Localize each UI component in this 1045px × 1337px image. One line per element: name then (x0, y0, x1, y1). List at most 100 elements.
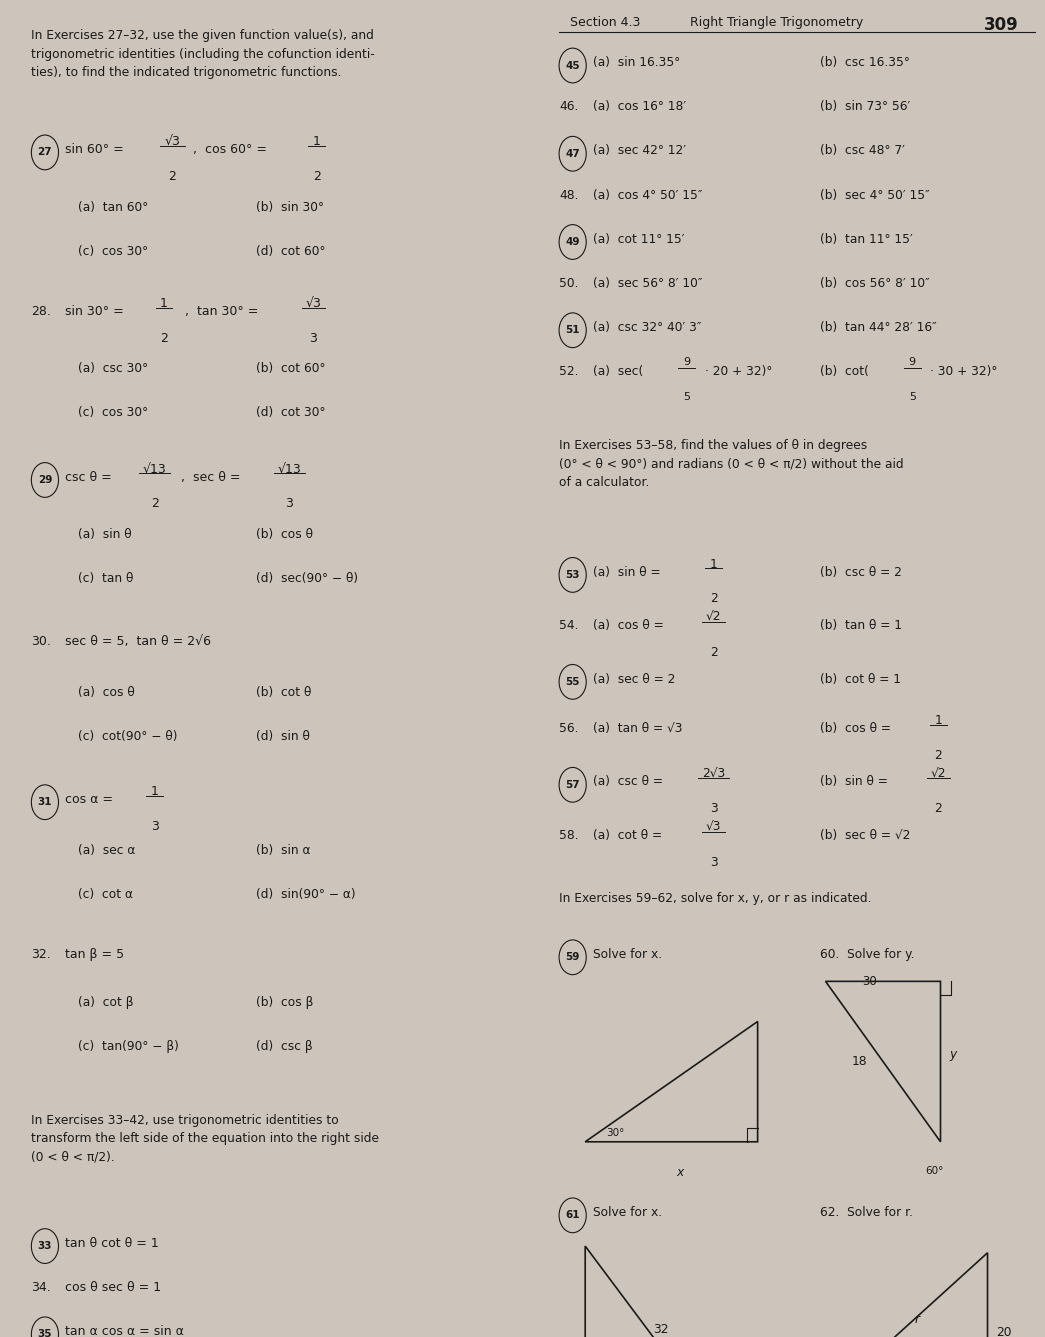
Text: √13: √13 (143, 463, 166, 476)
Text: 50.: 50. (559, 277, 579, 290)
Text: (c)  tan θ: (c) tan θ (78, 572, 134, 586)
Text: 1: 1 (312, 135, 321, 148)
Text: sec θ = 5,  tan θ = 2√6: sec θ = 5, tan θ = 2√6 (65, 635, 211, 648)
Text: 57: 57 (565, 779, 580, 790)
Text: 2: 2 (312, 170, 321, 183)
Text: 2: 2 (710, 592, 718, 606)
Text: 27: 27 (38, 147, 52, 158)
Text: 54.: 54. (559, 619, 579, 632)
Text: 20: 20 (996, 1326, 1012, 1337)
Text: (a)  sec 42° 12′: (a) sec 42° 12′ (593, 144, 686, 158)
Text: 59: 59 (565, 952, 580, 963)
Text: (d)  cot 30°: (d) cot 30° (256, 406, 326, 420)
Text: 1: 1 (160, 297, 168, 310)
Text: 51: 51 (565, 325, 580, 336)
Text: (c)  cot(90° − θ): (c) cot(90° − θ) (78, 730, 178, 743)
Text: (a)  sec 56° 8′ 10″: (a) sec 56° 8′ 10″ (593, 277, 702, 290)
Text: √2: √2 (931, 767, 946, 781)
Text: (a)  csc 32° 40′ 3″: (a) csc 32° 40′ 3″ (593, 321, 701, 334)
Text: (a)  tan 60°: (a) tan 60° (78, 201, 148, 214)
Text: 2: 2 (160, 332, 168, 345)
Text: 32.: 32. (31, 948, 51, 961)
Text: √3: √3 (305, 297, 322, 310)
Text: (b)  cot 60°: (b) cot 60° (256, 362, 326, 376)
Text: Solve for x.: Solve for x. (593, 1206, 661, 1219)
Text: (b)  cos θ =: (b) cos θ = (820, 722, 896, 735)
Text: (b)  csc 16.35°: (b) csc 16.35° (820, 56, 910, 70)
Text: (b)  cot(: (b) cot( (820, 365, 869, 378)
Text: Solve for x.: Solve for x. (593, 948, 661, 961)
Text: 29: 29 (38, 475, 52, 485)
Text: (b)  tan 44° 28′ 16″: (b) tan 44° 28′ 16″ (820, 321, 937, 334)
Text: cos θ sec θ = 1: cos θ sec θ = 1 (65, 1281, 161, 1294)
Text: 53: 53 (565, 570, 580, 580)
Text: 58.: 58. (559, 829, 579, 842)
Text: 56.: 56. (559, 722, 579, 735)
Text: 61: 61 (565, 1210, 580, 1221)
Text: √13: √13 (278, 463, 301, 476)
Text: (b)  sin 30°: (b) sin 30° (256, 201, 324, 214)
Text: 3: 3 (710, 802, 718, 816)
Text: (b)  csc θ = 2: (b) csc θ = 2 (820, 566, 902, 579)
Text: cos α =: cos α = (65, 793, 117, 806)
Text: 31: 31 (38, 797, 52, 808)
Text: 48.: 48. (559, 189, 579, 202)
Text: 3: 3 (150, 820, 159, 833)
Text: 9: 9 (909, 357, 915, 366)
Text: ,  tan 30° =: , tan 30° = (185, 305, 262, 318)
Text: 60.  Solve for y.: 60. Solve for y. (820, 948, 914, 961)
Text: 33: 33 (38, 1241, 52, 1251)
Text: (a)  sec α: (a) sec α (78, 844, 136, 857)
Text: √2: √2 (706, 611, 721, 624)
Text: (a)  cot 11° 15′: (a) cot 11° 15′ (593, 233, 684, 246)
Text: ,  cos 60° =: , cos 60° = (193, 143, 272, 156)
Text: 30: 30 (862, 975, 877, 988)
Text: 46.: 46. (559, 100, 579, 114)
Text: 9: 9 (683, 357, 690, 366)
Text: 35: 35 (38, 1329, 52, 1337)
Text: (b)  sin α: (b) sin α (256, 844, 310, 857)
Text: ,  sec θ =: , sec θ = (181, 471, 245, 484)
Text: (a)  cot β: (a) cot β (78, 996, 134, 1009)
Text: 49: 49 (565, 237, 580, 247)
Text: (b)  sec θ = √2: (b) sec θ = √2 (820, 829, 910, 842)
Text: 47: 47 (565, 148, 580, 159)
Text: (c)  cot α: (c) cot α (78, 888, 134, 901)
Text: 309: 309 (984, 16, 1019, 33)
Text: 2: 2 (710, 646, 718, 659)
Text: In Exercises 33–42, use trigonometric identities to
transform the left side of t: In Exercises 33–42, use trigonometric id… (31, 1114, 379, 1163)
Text: (d)  sec(90° − θ): (d) sec(90° − θ) (256, 572, 358, 586)
Text: (a)  sin θ =: (a) sin θ = (593, 566, 664, 579)
Text: 3: 3 (285, 497, 294, 511)
Text: (a)  sin 16.35°: (a) sin 16.35° (593, 56, 679, 70)
Text: 1: 1 (710, 558, 718, 571)
Text: 2: 2 (934, 802, 943, 816)
Text: (b)  sin 73° 56′: (b) sin 73° 56′ (820, 100, 910, 114)
Text: 30.: 30. (31, 635, 51, 648)
Text: (a)  cos θ: (a) cos θ (78, 686, 135, 699)
Text: (a)  cos θ =: (a) cos θ = (593, 619, 667, 632)
Text: tan α cos α = sin α: tan α cos α = sin α (65, 1325, 184, 1337)
Text: 1: 1 (150, 785, 159, 798)
Text: 28.: 28. (31, 305, 51, 318)
Text: In Exercises 53–58, find the values of θ in degrees
(0° < θ < 90°) and radians (: In Exercises 53–58, find the values of θ… (559, 439, 904, 488)
Text: (b)  cos β: (b) cos β (256, 996, 314, 1009)
Text: 2: 2 (168, 170, 177, 183)
Text: (a)  sec θ = 2: (a) sec θ = 2 (593, 673, 675, 686)
Text: (d)  sin θ: (d) sin θ (256, 730, 310, 743)
Text: csc θ =: csc θ = (65, 471, 116, 484)
Text: tan θ cot θ = 1: tan θ cot θ = 1 (65, 1237, 159, 1250)
Text: 18: 18 (852, 1055, 867, 1068)
Text: (b)  tan 11° 15′: (b) tan 11° 15′ (820, 233, 913, 246)
Text: tan β = 5: tan β = 5 (65, 948, 124, 961)
Text: 2√3: 2√3 (702, 767, 725, 781)
Text: (b)  cot θ: (b) cot θ (256, 686, 311, 699)
Text: In Exercises 59–62, solve for x, y, or r as indicated.: In Exercises 59–62, solve for x, y, or r… (559, 892, 872, 905)
Text: Right Triangle Trigonometry: Right Triangle Trigonometry (690, 16, 863, 29)
Text: x: x (677, 1166, 683, 1179)
Text: r: r (915, 1313, 920, 1326)
Text: (b)  cos 56° 8′ 10″: (b) cos 56° 8′ 10″ (820, 277, 930, 290)
Text: 2: 2 (150, 497, 159, 511)
Text: 32: 32 (653, 1324, 669, 1336)
Text: 2: 2 (934, 749, 943, 762)
